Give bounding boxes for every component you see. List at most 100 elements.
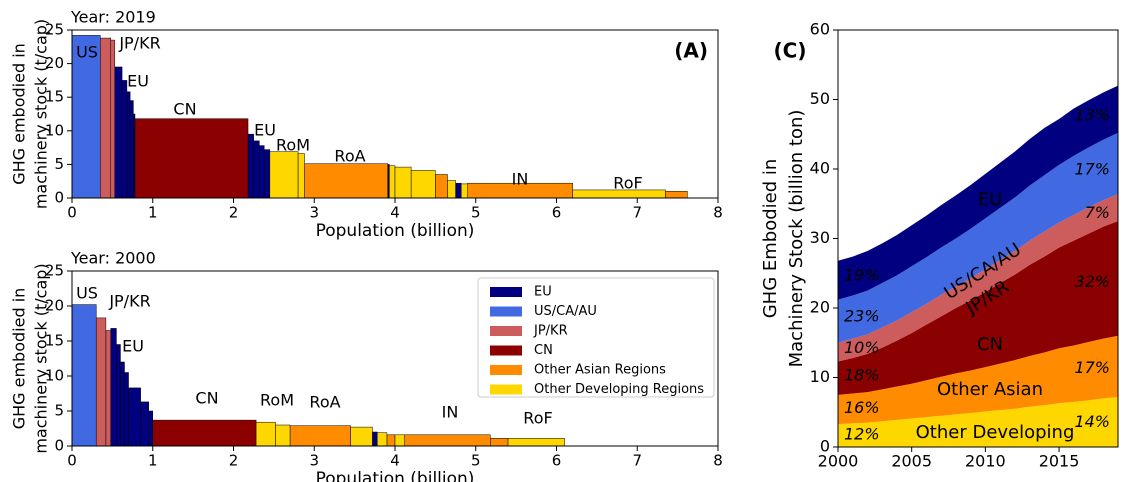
share-label: 17% (1074, 160, 1110, 179)
y-axis-label: GHG Embodied in (760, 159, 781, 319)
bar (304, 163, 388, 199)
bar (263, 149, 271, 199)
region-label: RoM (260, 391, 294, 410)
bar (289, 425, 351, 447)
y-axis-label: machinery stock (t/cap) (32, 19, 51, 209)
region-label: IN (512, 170, 529, 189)
legend-swatch (490, 345, 522, 356)
x-tick-label: 1 (148, 204, 158, 222)
legend-swatch (490, 326, 522, 336)
bar (255, 421, 276, 447)
share-label: 17% (1074, 358, 1110, 377)
region-label: EU (122, 337, 144, 356)
y-tick-label: 0 (54, 437, 64, 455)
bar (665, 191, 688, 199)
region-label: RoF (523, 409, 552, 428)
legend-label: JP/KR (533, 324, 568, 339)
plot-frame (837, 29, 1119, 448)
x-tick-label: 5 (471, 204, 481, 222)
legend-label: Other Asian Regions (534, 363, 666, 378)
bar (404, 434, 491, 447)
legend-swatch (490, 306, 522, 317)
bar (455, 182, 462, 199)
y-tick-label: 10 (810, 367, 830, 386)
subtitle: Year: 2019 (70, 8, 156, 27)
bar (389, 165, 396, 199)
layer-label: Other Asian (937, 379, 1043, 400)
area (838, 132, 1118, 343)
x-tick-label: 2 (229, 452, 239, 470)
share-label: 19% (844, 266, 880, 285)
region-label: CN (195, 389, 218, 408)
x-tick-label: 6 (552, 452, 562, 470)
bar (435, 174, 448, 199)
x-tick-label: 7 (632, 204, 642, 222)
y-tick-label: 10 (45, 367, 64, 385)
bar (134, 118, 249, 199)
legend-swatch (490, 384, 522, 395)
bar (152, 419, 257, 447)
plot-frame (71, 270, 719, 447)
area (838, 221, 1118, 395)
y-tick-label: 50 (810, 89, 830, 108)
region-label: RoF (613, 174, 642, 193)
y-tick-label: 30 (810, 228, 830, 247)
y-tick-label: 5 (54, 155, 64, 173)
legend-swatch (490, 287, 522, 297)
bar (253, 140, 260, 199)
x-tick-label: 4 (390, 204, 400, 222)
bar (114, 66, 123, 199)
x-axis-label: Population (billion) (316, 221, 475, 241)
bar (490, 438, 509, 447)
x-tick-label: 4 (390, 452, 400, 470)
bar (128, 387, 141, 447)
share-label: 13% (1074, 106, 1110, 125)
y-tick-label: 20 (45, 54, 64, 72)
region-label: EU (127, 72, 149, 91)
legend-frame (477, 277, 715, 398)
subtitle: Year: 2000 (70, 249, 156, 268)
x-tick-label: 2000 (818, 452, 859, 471)
bar (259, 145, 265, 199)
area (838, 335, 1118, 425)
y-tick-label: 0 (54, 189, 64, 207)
legend: EU US/CA/AU JP/KR CN Other Asian Regions Othe… (477, 277, 715, 398)
share-label: 23% (844, 307, 880, 326)
bar (105, 330, 112, 447)
legend-label: US/CA/AU (534, 304, 597, 319)
region-label: US (76, 43, 98, 62)
bar (116, 344, 121, 447)
bar (247, 133, 254, 199)
bar (124, 372, 129, 447)
x-tick-label: 2015 (1039, 452, 1080, 471)
bar (71, 35, 101, 199)
y-axis-label: Machinery Stock (billion ton) (786, 110, 807, 368)
region-label: RoM (276, 136, 310, 155)
bar (140, 401, 149, 447)
layer-label: Other Developing (916, 422, 1075, 443)
region-label: JP/KR (108, 292, 150, 311)
panel-label: (C) (774, 39, 807, 63)
y-tick-label: 0 (820, 437, 830, 456)
plot-frame (71, 29, 719, 199)
x-tick-label: 8 (713, 452, 723, 470)
region-label: RoA (334, 147, 365, 166)
area (838, 396, 1118, 447)
share-label: 7% (1085, 203, 1110, 222)
bar (394, 166, 412, 199)
y-tick-label: 15 (45, 332, 64, 350)
y-tick-label: 40 (810, 159, 830, 178)
share-label: 10% (844, 338, 880, 357)
x-tick-label: 6 (552, 204, 562, 222)
share-label: 12% (844, 425, 880, 444)
panel-label: (A) (674, 39, 708, 63)
y-axis-label: machinery stock (t/cap) (32, 263, 51, 453)
region-label: RoA (309, 393, 340, 412)
bar (410, 170, 436, 199)
share-label: 14% (1074, 412, 1110, 431)
bar (100, 37, 112, 199)
layer-label: EU (978, 189, 1003, 210)
x-tick-label: 2005 (891, 452, 932, 471)
y-tick-label: 60 (810, 20, 830, 39)
bar (460, 183, 468, 199)
